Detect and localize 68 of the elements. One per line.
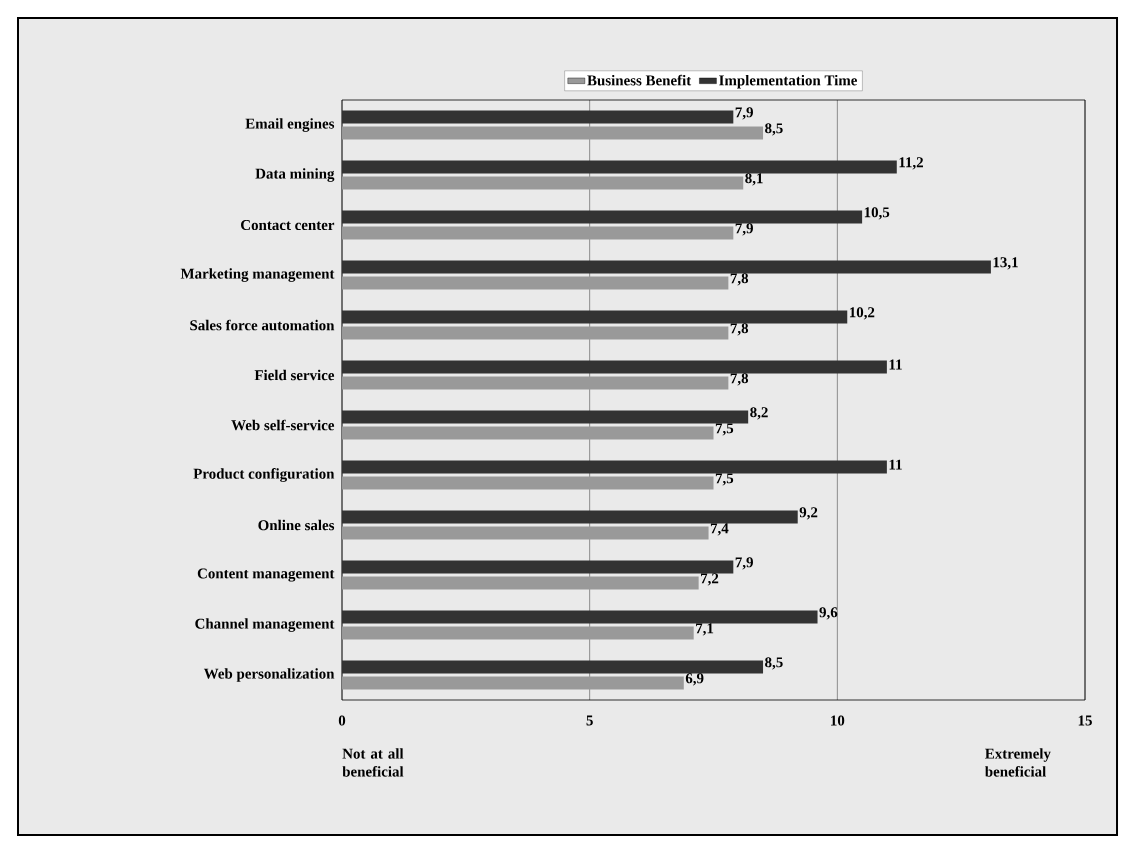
legend-label: Business Benefit <box>587 74 692 86</box>
bar <box>342 510 798 524</box>
data-label: 11,2 <box>899 157 923 170</box>
bar <box>342 260 991 274</box>
bar <box>342 226 734 240</box>
bar <box>342 460 887 474</box>
x-tick-label: 0 <box>338 715 346 726</box>
data-label: 10,5 <box>864 207 890 220</box>
text: Not at all beneficial <box>342 748 404 777</box>
y-tick-label: Contact center <box>241 219 335 231</box>
bar <box>342 660 764 674</box>
x-tick-label: 5 <box>586 715 593 726</box>
x-tick-label: 15 <box>1078 715 1092 726</box>
bar <box>342 610 818 624</box>
data-label: 7,8 <box>730 323 749 336</box>
data-label: 7,1 <box>696 623 714 636</box>
data-label: 7,5 <box>715 473 734 486</box>
bar <box>342 576 699 590</box>
y-tick-label: Web self-service <box>231 419 335 431</box>
data-label: 9,2 <box>799 507 818 520</box>
bar <box>342 110 734 124</box>
bar <box>342 476 714 490</box>
bar <box>342 326 729 340</box>
data-label: 7,9 <box>735 223 753 236</box>
data-label: 11 <box>889 359 902 370</box>
bar <box>342 526 709 540</box>
bar <box>342 560 734 574</box>
y-tick-label: Email engines <box>245 118 335 132</box>
data-label: 7,9 <box>735 557 753 570</box>
bar <box>342 310 848 324</box>
legend-label: Implementation Time <box>719 74 858 89</box>
bar <box>342 676 684 690</box>
y-tick-label: Product configuration <box>193 468 335 482</box>
y-tick-label: Field service <box>254 369 335 381</box>
bar <box>342 176 744 190</box>
data-label: 9,6 <box>819 607 838 620</box>
data-label: 8,5 <box>765 123 783 136</box>
data-label: 13,1 <box>993 257 1018 270</box>
bar <box>342 210 863 224</box>
data-label: 8,1 <box>745 173 763 186</box>
bar <box>342 410 749 424</box>
data-label: 7,9 <box>735 107 753 120</box>
text: Extremely beneficial <box>985 748 1051 777</box>
bar <box>342 126 764 140</box>
y-tick-label: Content management <box>197 568 335 582</box>
y-tick-label: Online sales <box>258 519 335 531</box>
bar <box>342 360 887 374</box>
bar <box>342 426 714 440</box>
y-tick-label: Sales force automation <box>190 319 335 331</box>
data-label: 7,8 <box>730 273 749 286</box>
x-tick-label: 10 <box>831 715 845 726</box>
bar <box>342 626 694 640</box>
data-label: 7,4 <box>710 523 729 536</box>
data-label: 10,2 <box>849 307 875 320</box>
y-tick-label: Web personalization <box>203 668 335 682</box>
data-label: 7,5 <box>715 423 734 436</box>
data-label: 11 <box>889 459 902 470</box>
data-label: 8,2 <box>750 407 768 420</box>
data-label: 8,5 <box>765 657 783 670</box>
bar <box>342 160 897 174</box>
data-label: 6,9 <box>685 673 704 686</box>
data-label: 7,2 <box>701 573 719 586</box>
bar <box>342 276 729 290</box>
y-tick-label: Data mining <box>255 168 335 182</box>
data-label: 7,8 <box>730 373 749 386</box>
bar <box>342 376 729 390</box>
y-tick-label: Marketing management <box>180 268 335 282</box>
y-tick-label: Channel management <box>195 618 335 632</box>
